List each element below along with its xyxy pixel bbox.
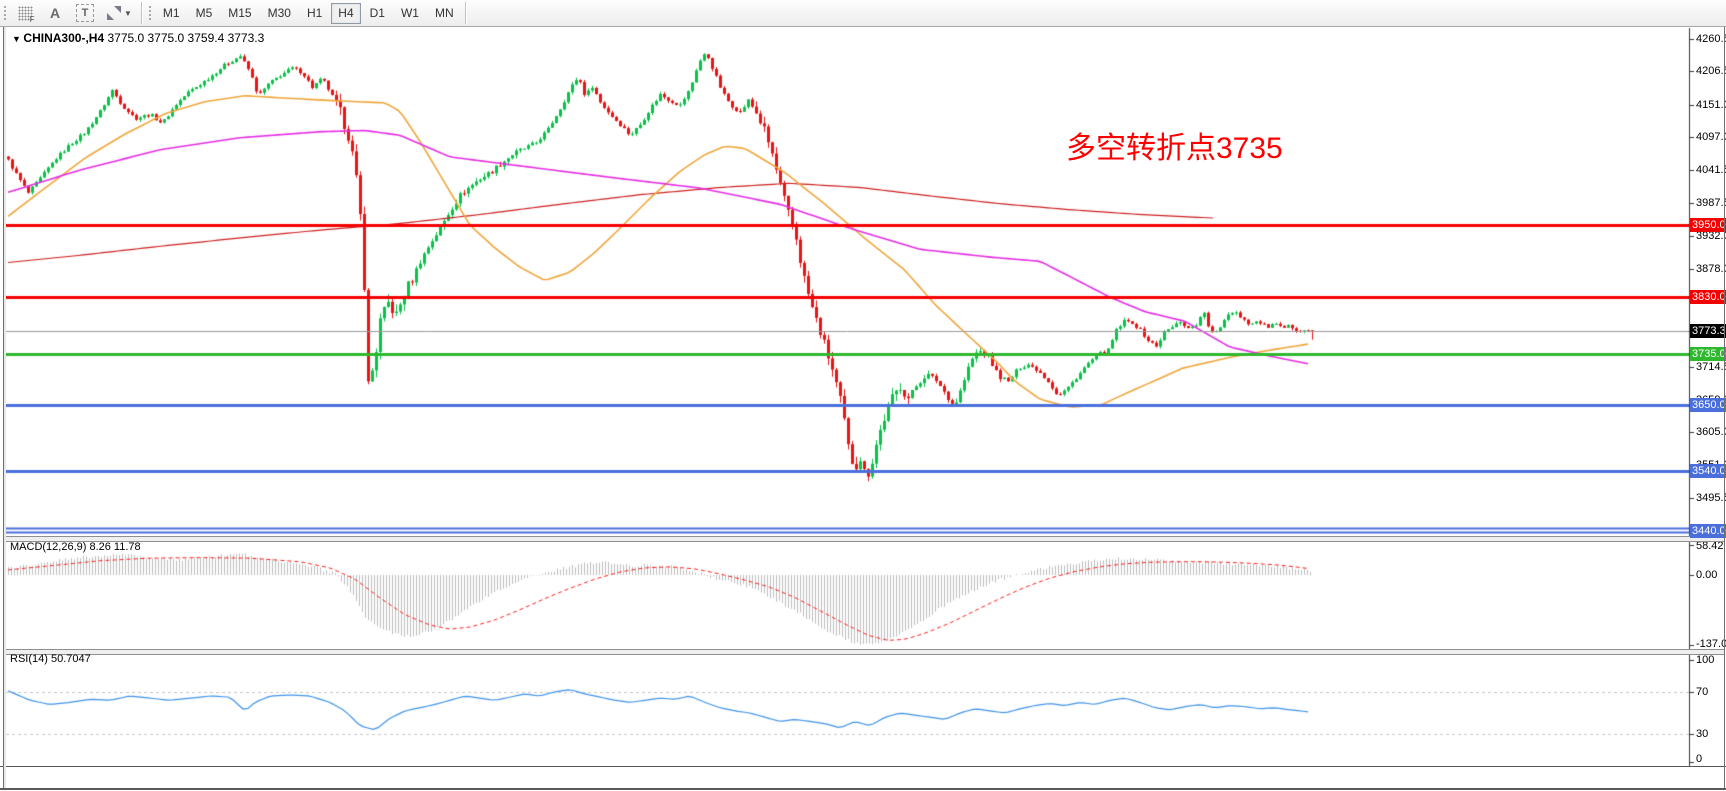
text-tool-button[interactable]: A <box>41 2 69 24</box>
price-badge-3440.0: 3440.0 <box>1690 524 1726 539</box>
fibonacci-grid-icon: F <box>17 5 35 24</box>
fibonacci-grid-button[interactable]: F <box>11 2 39 24</box>
symbol-label: CHINA300-,H4 <box>23 31 105 45</box>
separator-main-macd[interactable] <box>4 536 1725 542</box>
separator-macd-rsi[interactable] <box>4 649 1725 655</box>
rsi-indicator-label: RSI(14) 50.7047 <box>10 653 91 665</box>
toolbar-separator-2 <box>464 2 466 24</box>
window-border-left-highlight <box>4 26 6 789</box>
timeframe-d1-button[interactable]: D1 <box>369 6 385 20</box>
price-badge-3540.0: 3540.0 <box>1690 464 1726 479</box>
toolbar-separator <box>140 2 142 24</box>
timeframe-m30-button[interactable]: M30 <box>267 6 291 20</box>
window-border-right <box>1724 26 1725 789</box>
price-tick-label: 3495.5 <box>1696 492 1726 505</box>
timeframe-grip[interactable] <box>146 4 152 22</box>
price-tick-label: 3987.5 <box>1696 196 1726 210</box>
price-tick-label: 3714.5 <box>1696 360 1726 374</box>
price-badge-3735.0: 3735.0 <box>1690 347 1726 362</box>
ohlc-values: 3775.0 3775.0 3759.4 3773.3 <box>107 31 265 45</box>
price-badge-3773.3: 3773.3 <box>1690 324 1726 339</box>
timeframe-m5-button[interactable]: M5 <box>195 6 213 20</box>
macd-tick-label: 0.00 <box>1696 569 1720 582</box>
diagonal-arrows-icon <box>106 5 122 21</box>
price-tick-label: 4206.5 <box>1696 65 1726 79</box>
chart-title: ▼ CHINA300-,H4 3775.0 3775.0 3759.4 3773… <box>12 31 264 45</box>
timeframe-m15-button[interactable]: M15 <box>228 6 252 20</box>
window-border-bottom <box>0 788 1726 790</box>
macd-tick-label: -137.09 <box>1696 638 1726 651</box>
price-tick-label: 4151.0 <box>1696 98 1726 112</box>
rsi-tick-label: 100 <box>1696 654 1717 667</box>
toolbar: F A T ▼ M1 M5 M15 M30 H1 H4 D1 W1 MN <box>0 0 1726 27</box>
price-badge-3830.0: 3830.0 <box>1690 290 1726 305</box>
rsi-tick-label: 70 <box>1696 685 1711 699</box>
timeframe-w1-button[interactable]: W1 <box>400 6 419 20</box>
price-tick-label: 4260.5 <box>1696 33 1726 46</box>
rsi-tick-label: 30 <box>1696 728 1711 742</box>
macd-tick-label: 58.42 <box>1696 540 1726 553</box>
price-tick-label: 4041.5 <box>1696 164 1726 178</box>
price-badge-3950.0: 3950.0 <box>1690 218 1726 233</box>
date-axis[interactable]: 19 Dec 201925 Dec 05:0031 Dec 05:007 Jan… <box>0 766 1726 789</box>
text-label-icon: T <box>76 4 94 22</box>
price-tick-label: 4097.0 <box>1696 131 1726 145</box>
symbol-dropdown-caret[interactable]: ▼ <box>12 34 24 44</box>
timeframe-group: M1 M5 M15 M30 H1 H4 D1 W1 MN <box>155 2 462 24</box>
macd-indicator-label: MACD(12,26,9) 8.26 11.78 <box>10 541 141 553</box>
arrows-tool-button[interactable]: ▼ <box>101 2 137 24</box>
timeframe-m1-button[interactable]: M1 <box>162 6 180 20</box>
price-badge-3650.0: 3650.0 <box>1690 398 1726 413</box>
timeframe-mn-button[interactable]: MN <box>434 6 454 20</box>
rsi-tick-label: 0 <box>1696 753 1705 766</box>
dropdown-caret-icon[interactable]: ▼ <box>124 8 132 18</box>
price-tick-label: 3605.0 <box>1696 426 1726 440</box>
text-label-tool-button[interactable]: T <box>71 2 99 24</box>
annotation-text[interactable]: 多空转折点3735 <box>1066 132 1283 165</box>
window-border-left <box>3 26 4 789</box>
timeframe-h4-button[interactable]: H4 <box>331 2 361 24</box>
text-tool-icon: A <box>49 5 61 21</box>
price-tick-label: 3932.0 <box>1696 230 1726 244</box>
price-tick-label: 3878.0 <box>1696 262 1726 276</box>
toolbar-grip[interactable] <box>2 4 7 22</box>
timeframe-h1-button[interactable]: H1 <box>306 6 323 20</box>
